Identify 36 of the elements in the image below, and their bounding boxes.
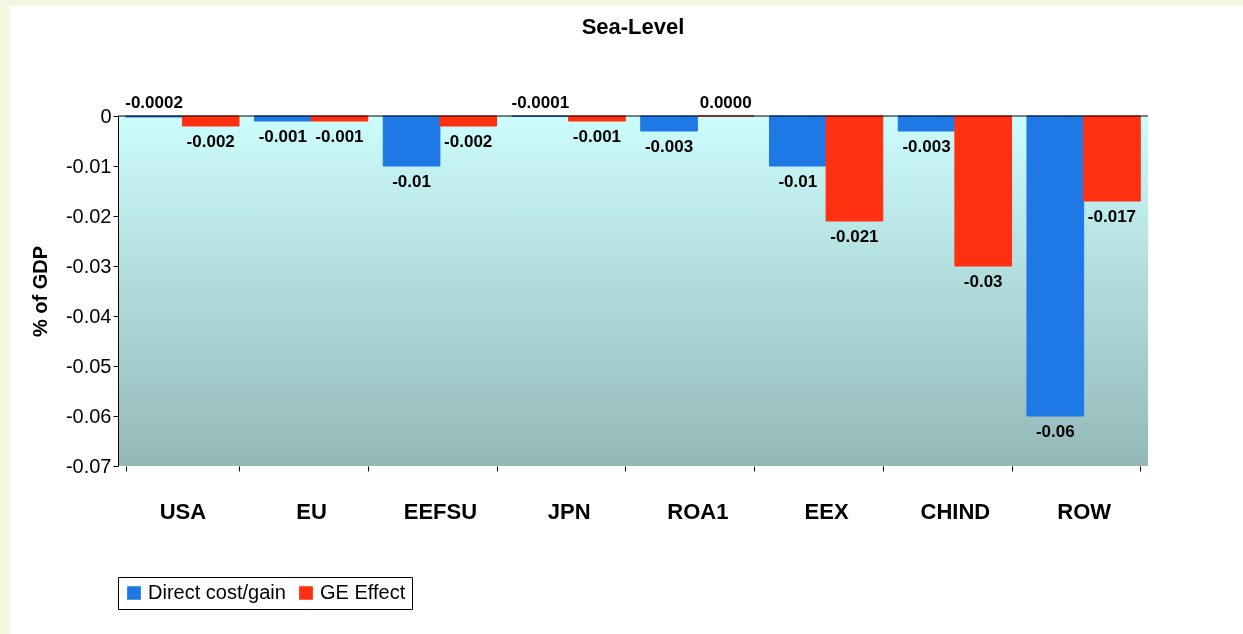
y-tick-label: -0.01 [65,154,112,177]
x-tick-label: CHIND [920,498,991,524]
x-tick-label: EEFSU [403,498,478,524]
data-label: -0.01 [778,172,818,191]
x-tick-label: JPN [547,498,591,524]
y-tick-label: -0.03 [65,254,112,277]
data-label: -0.01 [392,172,431,191]
x-tick-label: EU [296,498,327,524]
data-label: -0.003 [644,137,694,156]
y-tick-label: -0.05 [65,354,112,377]
x-tick-label: ROW [1057,498,1112,524]
data-label: -0.0002 [125,93,183,112]
data-label: -0.001 [572,127,622,146]
y-tick-label: -0.06 [65,404,112,427]
y-tick-label: -0.02 [65,204,112,227]
y-tick-label: -0.07 [65,454,112,477]
y-axis-title: % of GDP [28,245,51,338]
data-label: -0.0001 [511,93,570,112]
data-label: -0.06 [1035,422,1075,441]
data-label: -0.017 [1087,207,1137,226]
y-tick-label: -0.04 [65,304,112,327]
data-label: -0.002 [186,132,235,151]
data-label: -0.002 [444,132,493,151]
data-label: -0.021 [830,227,879,246]
legend-label: Direct cost/gain [148,581,286,603]
x-tick-label: ROA1 [667,498,729,524]
data-label: -0.001 [315,127,364,146]
x-tick-label: EEX [804,498,849,524]
y-tick-label: 0 [100,104,112,127]
data-label: -0.003 [902,137,951,156]
data-label: 0.0000 [699,93,752,112]
chart-title: Sea-Level [581,14,685,39]
data-label: -0.001 [258,127,307,146]
legend-label: GE Effect [320,581,406,603]
x-tick-label: USA [159,498,207,524]
data-label: -0.03 [963,272,1003,291]
